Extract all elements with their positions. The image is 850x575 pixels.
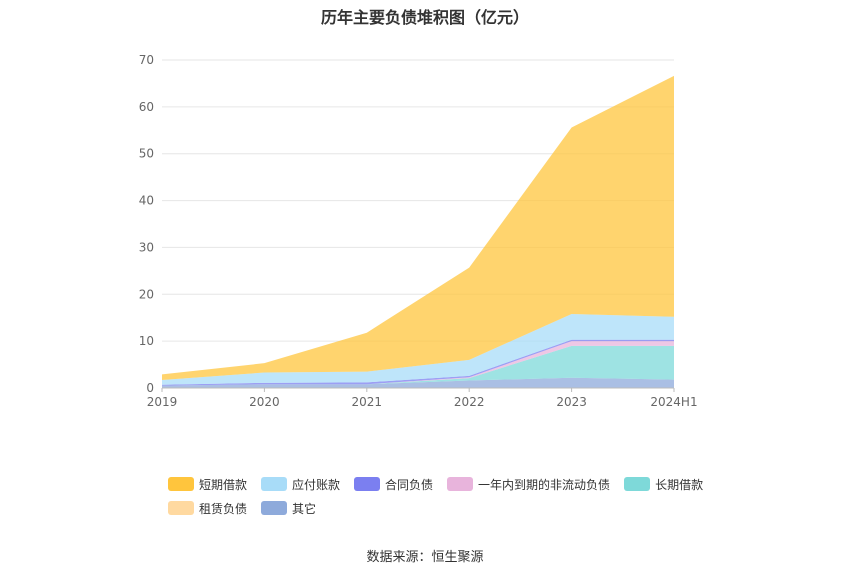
y-tick-label: 60 [139, 100, 154, 114]
y-tick-label: 10 [139, 334, 154, 348]
legend-item-accounts-payable[interactable]: 应付账款 [261, 476, 340, 493]
area-series [162, 313, 674, 385]
legend-label: 长期借款 [655, 477, 704, 492]
data-source: 数据来源：恒生聚源 [366, 550, 484, 565]
area-series [162, 345, 674, 386]
legend-swatch [168, 501, 194, 515]
x-tick-label: 2020 [249, 395, 280, 409]
legend-item-current-noncurrent[interactable]: 一年内到期的非流动负债 [447, 476, 610, 493]
legend-swatch [168, 477, 194, 491]
x-tick-label: 2021 [352, 395, 383, 409]
legend-label: 合同负债 [385, 477, 434, 492]
x-tick-label: 2019 [147, 395, 178, 409]
x-tick-label: 2022 [454, 395, 485, 409]
legend-item-other[interactable]: 其它 [261, 500, 316, 517]
legend-item-long-term-loans[interactable]: 长期借款 [624, 476, 703, 493]
legend-row-1: 短期借款 应付账款 合同负债 一年内到期的非流动负债 长期借款 [168, 472, 728, 496]
legend-swatch [354, 477, 381, 491]
area-series [162, 75, 674, 381]
chart-title: 历年主要负债堆积图（亿元） [320, 8, 529, 27]
legend-swatch [624, 477, 651, 491]
y-tick-label: 30 [139, 240, 154, 254]
y-tick-label: 70 [139, 53, 154, 67]
y-tick-label: 20 [139, 287, 154, 301]
x-tick-label: 2023 [556, 395, 587, 409]
legend-swatch [261, 477, 288, 491]
legend-label: 其它 [292, 501, 317, 516]
y-tick-label: 50 [139, 147, 154, 161]
stacked-area-chart: 0 10 20 30 40 50 60 70 2019 2020 2021 2022 2023 2024H… [139, 53, 698, 409]
area-series [162, 377, 674, 388]
y-tick-label: 0 [146, 381, 154, 395]
legend-label: 短期借款 [199, 477, 248, 492]
area-series [162, 341, 674, 386]
legend-label: 一年内到期的非流动负债 [478, 477, 611, 492]
legend-label: 应付账款 [292, 477, 341, 492]
y-tick-label: 40 [139, 194, 154, 208]
legend-row-2: 租赁负债 其它 [168, 496, 728, 520]
legend: 短期借款 应付账款 合同负债 一年内到期的非流动负债 长期借款 租赁负债 其它 [168, 472, 728, 520]
legend-label: 租赁负债 [199, 501, 248, 516]
x-tick-label: 2024H1 [650, 395, 697, 409]
legend-swatch [261, 501, 288, 515]
legend-item-short-term-loans[interactable]: 短期借款 [168, 476, 247, 493]
legend-swatch [447, 477, 474, 491]
legend-item-contract-liabilities[interactable]: 合同负债 [354, 476, 433, 493]
legend-item-lease-liabilities[interactable]: 租赁负债 [168, 500, 247, 517]
